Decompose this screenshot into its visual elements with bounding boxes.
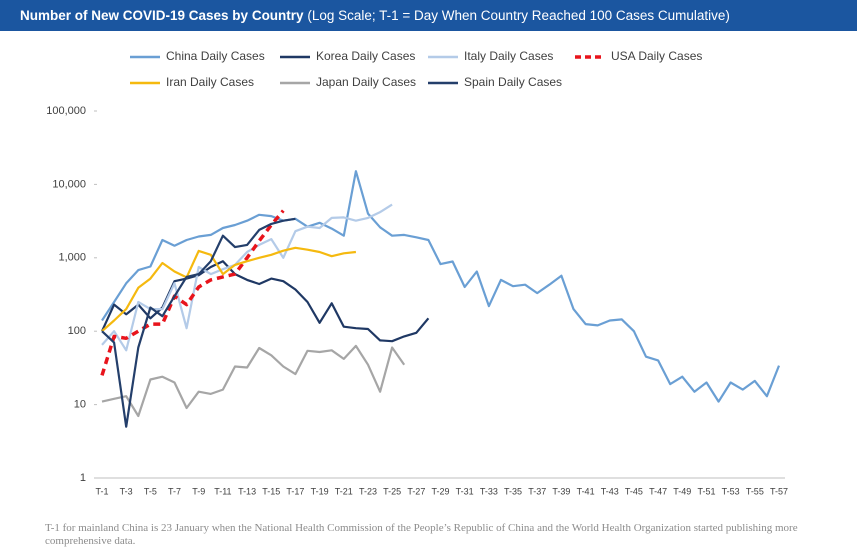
y-tick-label: 10 [74,399,86,411]
series-line [100,260,430,343]
x-tick-label: T-41 [577,486,595,496]
chart: Number of New COVID-19 Cases by Country … [0,0,857,496]
legend-label: Korea Daily Cases [316,49,415,63]
x-tick-label: T-47 [649,486,667,496]
series-line [101,344,406,418]
legend-label: Spain Daily Cases [464,75,562,89]
x-tick-label: T-11 [214,486,231,496]
x-tick-label: T-21 [335,486,353,496]
series-line [101,246,357,333]
series-line [101,217,296,428]
y-tick-label: 1 [80,472,86,484]
x-tick-label: T-29 [431,486,449,496]
x-tick-label: T-45 [625,486,643,496]
x-tick-label: T-33 [480,486,498,496]
x-tick-label: T-23 [359,486,377,496]
x-tick-label: T-19 [311,486,329,496]
x-tick-label: T-9 [192,486,205,496]
x-tick-label: T-39 [552,486,570,496]
legend-label: Iran Daily Cases [166,75,254,89]
y-tick-label: 10,000 [52,178,86,190]
legend-label: Japan Daily Cases [316,75,416,89]
y-tick-label: 1,000 [58,252,86,264]
x-tick-label: T-31 [456,486,474,496]
x-tick-label: T-25 [383,486,401,496]
footnote: T-1 for mainland China is 23 January whe… [45,522,798,547]
x-tick-label: T-57 [770,486,788,496]
x-tick-label: T-17 [286,486,304,496]
x-tick-label: T-51 [697,486,715,496]
x-tick-label: T-15 [262,486,280,496]
chart-title: Number of New COVID-19 Cases by Country … [20,8,730,23]
x-tick-label: T-55 [746,486,764,496]
x-tick-label: T-5 [144,486,157,496]
series-line [100,209,285,376]
legend-label: Italy Daily Cases [464,49,553,63]
subtitle: (Log Scale; T-1 = Day When Country Reach… [307,8,730,23]
title: Number of New COVID-19 Cases by Country [20,8,304,23]
x-tick-label: T-49 [673,486,691,496]
x-tick-label: T-43 [601,486,619,496]
y-tick-label: 100 [68,325,86,337]
x-tick-label: T-3 [120,486,133,496]
x-tick-label: T-13 [238,486,256,496]
x-tick-label: T-35 [504,486,522,496]
series-line [101,170,781,403]
y-tick-label: 100,000 [46,105,86,117]
legend-label: USA Daily Cases [611,49,702,63]
x-tick-label: T-37 [528,486,546,496]
legend-label: China Daily Cases [166,49,265,63]
x-tick-label: T-1 [95,486,108,496]
x-tick-label: T-7 [168,486,181,496]
x-tick-label: T-27 [407,486,425,496]
title-bar [0,0,857,31]
x-tick-label: T-53 [722,486,740,496]
